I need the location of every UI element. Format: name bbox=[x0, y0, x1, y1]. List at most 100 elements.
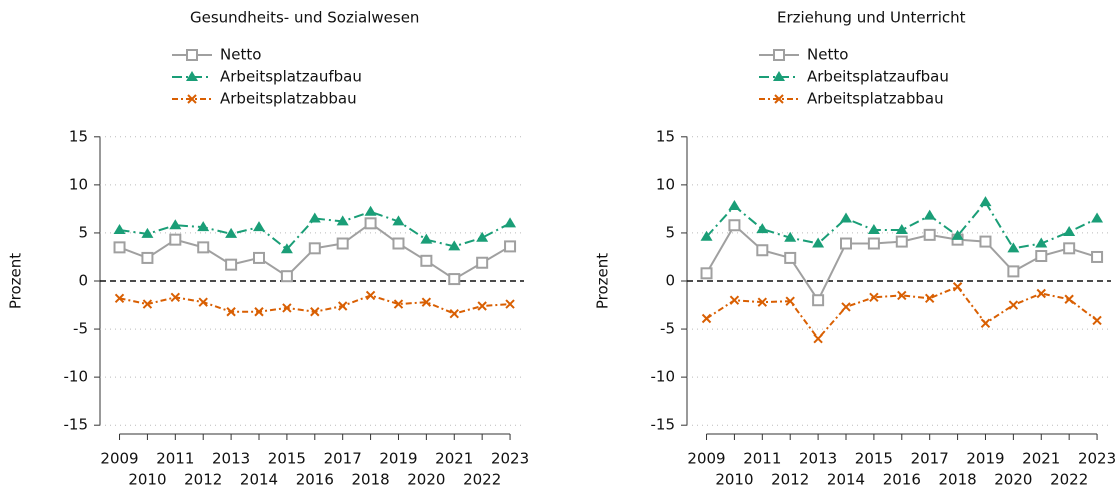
marker bbox=[226, 307, 236, 317]
y-tick-label: -5 bbox=[660, 320, 675, 338]
marker bbox=[308, 212, 321, 223]
legend-marker bbox=[187, 94, 197, 104]
x-tick-label: 2012 bbox=[771, 471, 809, 489]
marker bbox=[170, 292, 181, 303]
marker bbox=[1092, 315, 1102, 326]
x-tick-label: 2022 bbox=[1050, 471, 1088, 489]
marker bbox=[785, 296, 795, 306]
x-tick-label: 2013 bbox=[799, 450, 837, 468]
marker bbox=[421, 297, 432, 307]
marker bbox=[308, 242, 321, 255]
series-line bbox=[119, 210, 511, 251]
y-tick-label: -5 bbox=[73, 320, 88, 338]
legend-marker bbox=[773, 49, 785, 61]
marker bbox=[1036, 288, 1046, 299]
marker bbox=[1091, 250, 1104, 263]
marker bbox=[812, 237, 825, 248]
marker bbox=[225, 258, 238, 271]
y-tick-label: -15 bbox=[64, 416, 89, 434]
marker bbox=[364, 217, 377, 230]
y-tick-label: 15 bbox=[69, 127, 88, 145]
marker bbox=[784, 251, 797, 264]
series-line bbox=[705, 200, 1098, 250]
marker bbox=[729, 295, 740, 305]
legend-label: Arbeitsplatzabbau bbox=[807, 90, 944, 108]
marker bbox=[253, 221, 265, 232]
marker bbox=[254, 307, 264, 317]
marker bbox=[701, 313, 712, 324]
series-line bbox=[705, 285, 1098, 341]
x-tick-label: 2015 bbox=[855, 450, 893, 468]
marker bbox=[169, 233, 182, 246]
marker bbox=[477, 301, 487, 311]
x-tick-label: 2013 bbox=[212, 450, 250, 468]
marker bbox=[504, 240, 517, 253]
legend-label: Arbeitsplatzabbau bbox=[220, 90, 357, 108]
marker bbox=[952, 282, 963, 292]
marker bbox=[1008, 300, 1019, 310]
marker bbox=[812, 294, 825, 307]
marker bbox=[1035, 237, 1048, 248]
marker bbox=[1091, 212, 1104, 223]
marker bbox=[1007, 242, 1020, 253]
marker bbox=[197, 221, 210, 232]
x-tick-label: 2012 bbox=[184, 471, 222, 489]
marker bbox=[280, 270, 293, 283]
marker bbox=[476, 231, 489, 242]
marker bbox=[141, 251, 154, 264]
marker bbox=[700, 267, 713, 280]
marker bbox=[980, 318, 991, 329]
chart-title: Gesundheits- und Sozialwesen bbox=[190, 9, 419, 27]
marker bbox=[225, 227, 238, 238]
marker bbox=[393, 299, 404, 309]
legend-label: Arbeitsplatzaufbau bbox=[220, 68, 362, 86]
x-tick-label: 2011 bbox=[743, 450, 781, 468]
legend-marker bbox=[186, 71, 198, 81]
x-tick-label: 2022 bbox=[463, 471, 501, 489]
marker bbox=[142, 299, 153, 309]
legend-marker bbox=[773, 71, 785, 81]
marker bbox=[951, 229, 964, 240]
x-tick-label: 2017 bbox=[324, 450, 362, 468]
x-tick-label: 2009 bbox=[687, 450, 725, 468]
marker bbox=[867, 224, 880, 235]
chart-title: Erziehung und Unterricht bbox=[777, 9, 966, 27]
marker bbox=[895, 235, 908, 248]
marker bbox=[867, 237, 880, 250]
marker bbox=[700, 230, 713, 241]
x-tick-label: 2016 bbox=[883, 471, 921, 489]
marker bbox=[1063, 242, 1076, 255]
marker bbox=[337, 301, 348, 311]
marker bbox=[784, 231, 797, 242]
x-tick-label: 2023 bbox=[1078, 450, 1116, 468]
x-tick-label: 2014 bbox=[240, 471, 278, 489]
marker bbox=[113, 224, 126, 235]
marker bbox=[392, 215, 405, 226]
y-tick-label: 0 bbox=[78, 272, 88, 290]
y-tick-label: -10 bbox=[651, 368, 676, 386]
marker bbox=[448, 273, 461, 286]
marker bbox=[198, 297, 208, 307]
marker bbox=[979, 196, 992, 207]
legend-label: Netto bbox=[220, 46, 261, 64]
x-tick-label: 2021 bbox=[1022, 450, 1060, 468]
marker bbox=[476, 256, 489, 269]
x-tick-label: 2019 bbox=[379, 450, 417, 468]
x-tick-label: 2018 bbox=[938, 471, 976, 489]
marker bbox=[282, 303, 292, 313]
y-axis-label: Prozent bbox=[594, 253, 612, 309]
marker bbox=[280, 243, 293, 254]
x-tick-label: 2017 bbox=[911, 450, 949, 468]
legend-marker bbox=[774, 94, 784, 104]
marker bbox=[449, 308, 459, 319]
x-tick-label: 2019 bbox=[966, 450, 1004, 468]
marker bbox=[840, 237, 852, 250]
y-tick-label: 15 bbox=[656, 127, 675, 145]
y-tick-label: 10 bbox=[656, 175, 675, 193]
marker bbox=[895, 224, 908, 235]
marker bbox=[364, 205, 377, 216]
y-tick-label: -15 bbox=[651, 416, 676, 434]
legend-marker bbox=[186, 49, 198, 61]
marker bbox=[141, 227, 154, 238]
